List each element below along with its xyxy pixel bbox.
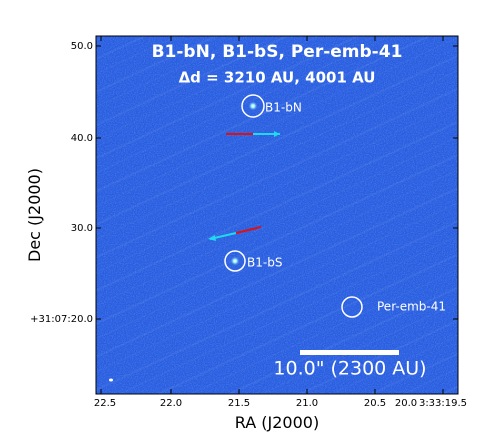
x-axis-label: RA (J2000): [235, 413, 319, 432]
y-tick-label: 50.0: [71, 41, 93, 52]
y-tick-label: 30.0: [71, 223, 93, 234]
source-circle-marker: [224, 250, 246, 272]
image-panel: [96, 36, 458, 394]
x-tick-labels: 22.5 22.0 21.5 21.0 20.5 20.0 3:33:19.5: [94, 398, 467, 409]
x-tick-label: 20.5: [364, 398, 386, 409]
y-tick-label: +31:07:20.0: [30, 314, 93, 325]
arrowhead-icon: [274, 131, 280, 137]
map-title: B1-bN, B1-bS, Per-emb-41: [152, 42, 403, 62]
source-label: B1-bS: [247, 256, 282, 270]
beam-marker: [109, 378, 113, 382]
y-axis-label: Dec (J2000): [25, 168, 44, 262]
source-emission: [230, 256, 240, 266]
source-circle-marker: [241, 94, 265, 118]
source-label: Per-emb-41: [377, 300, 446, 314]
tick-marks: [96, 36, 458, 394]
source-per-emb-41: Per-emb-41: [341, 296, 446, 318]
b1-bs-redshifted-outflow: [235, 226, 262, 234]
x-tick-label: 20.0: [395, 398, 417, 409]
x-tick-label: 21.0: [296, 398, 318, 409]
x-tick-label: 22.0: [160, 398, 182, 409]
map-subtitle: Δd = 3210 AU, 4001 AU: [179, 69, 376, 87]
x-tick-label: 21.5: [228, 398, 250, 409]
scale-bar-label: 10.0" (2300 AU): [273, 358, 426, 380]
y-tick-label: 40.0: [71, 133, 93, 144]
y-tick-labels: 50.0 40.0 30.0 +31:07:20.0: [30, 41, 93, 325]
x-tick-label: 22.5: [94, 398, 116, 409]
axes-frame: [95, 35, 459, 395]
scale-bar: [300, 350, 399, 355]
source-circle-marker: [341, 296, 363, 318]
source-b1-bn: B1-bN: [241, 94, 302, 118]
map-stripes: [96, 36, 458, 394]
x-tick-label: 3:33:19.5: [419, 398, 467, 409]
outflows: [208, 131, 280, 241]
source-label: B1-bN: [265, 101, 302, 115]
arrowhead-icon: [208, 235, 216, 241]
source-emission: [248, 101, 258, 111]
source-b1-bs: B1-bS: [224, 250, 282, 272]
